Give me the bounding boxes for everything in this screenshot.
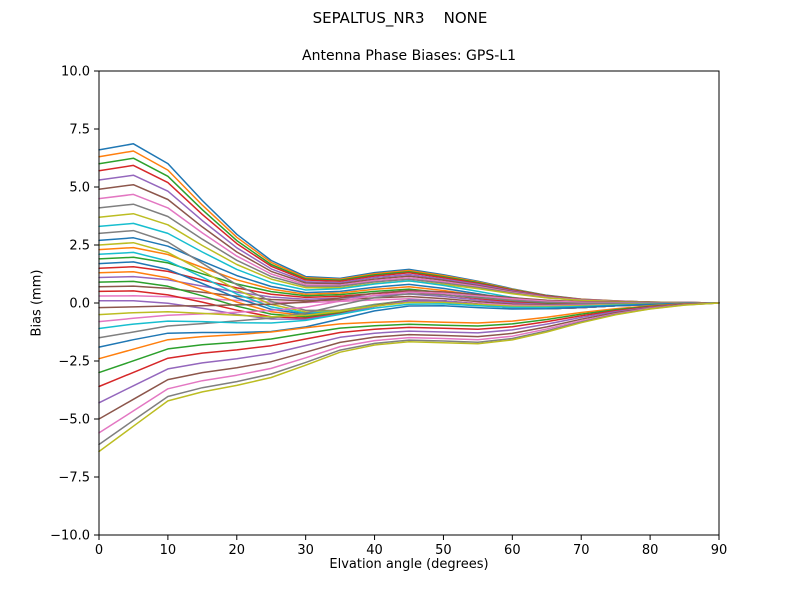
- y-tick-label: −5.0: [58, 413, 90, 428]
- y-tick-label: 2.5: [69, 239, 90, 254]
- series-line: [98, 183, 720, 304]
- series-line: [98, 292, 720, 339]
- x-tick-label: 50: [435, 543, 452, 558]
- series-line: [98, 302, 720, 420]
- series-line: [98, 302, 720, 453]
- x-tick-label: 30: [297, 543, 314, 558]
- series-line: [98, 302, 720, 374]
- y-tick-label: 7.5: [69, 123, 90, 138]
- y-tick-label: 0.0: [69, 297, 90, 312]
- series-line: [98, 302, 720, 388]
- y-axis-label: Bias (mm): [29, 269, 45, 337]
- y-tick-label: 10.0: [61, 65, 90, 80]
- figure-suptitle: SEPALTUS_NR3 NONE: [312, 9, 488, 27]
- y-tick-label: −7.5: [58, 471, 90, 486]
- x-tick-label: 20: [229, 543, 246, 558]
- series-line: [98, 302, 720, 360]
- axes-title: Antenna Phase Biases: GPS-L1: [302, 48, 516, 64]
- x-tick-label: 90: [711, 543, 728, 558]
- x-axis-label: Elvation angle (degrees): [329, 557, 489, 572]
- x-tick-label: 80: [642, 543, 659, 558]
- series-line: [98, 302, 720, 404]
- x-tick-label: 40: [366, 543, 383, 558]
- y-tick-label: −10.0: [50, 529, 90, 544]
- y-tick-label: 5.0: [69, 181, 90, 196]
- x-tick-label: 70: [573, 543, 590, 558]
- x-tick-label: 60: [504, 543, 521, 558]
- series-line: [98, 302, 720, 348]
- x-tick-label: 0: [95, 543, 103, 558]
- y-tick-label: −2.5: [58, 355, 90, 370]
- x-tick-label: 10: [160, 543, 177, 558]
- series-line: [98, 164, 720, 304]
- series-line: [98, 302, 720, 434]
